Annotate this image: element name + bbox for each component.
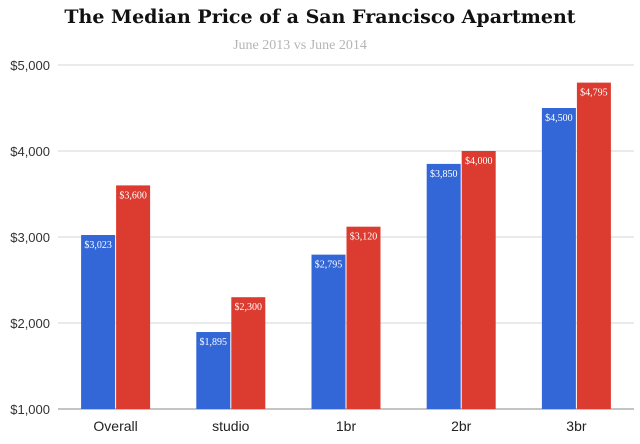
bar-value-label: $3,023 [84, 240, 112, 251]
y-tick-label: $4,000 [10, 144, 50, 159]
bar-value-label: $4,500 [545, 113, 573, 124]
bar-june-2014 [116, 185, 151, 409]
bar-june-2013 [196, 332, 231, 409]
bar-june-2013 [311, 254, 346, 409]
bar-june-2013 [81, 235, 116, 409]
bar-value-label: $4,795 [580, 88, 608, 99]
bar-june-2014 [231, 297, 266, 409]
bar-june-2013 [426, 163, 461, 409]
bar-value-label: $4,000 [465, 156, 493, 167]
x-tick-label: 2br [451, 418, 472, 434]
bar-june-2014 [461, 151, 496, 409]
x-tick-label: 1br [336, 418, 357, 434]
chart-subtitle: June 2013 vs June 2014 [233, 38, 367, 53]
bar-value-label: $3,600 [119, 190, 147, 201]
x-tick-label: 3br [566, 418, 587, 434]
y-tick-label: $1,000 [10, 402, 50, 417]
x-tick-label: Overall [93, 418, 137, 434]
bar-june-2014 [346, 226, 381, 409]
chart-title: The Median Price of a San Francisco Apar… [64, 6, 576, 28]
y-tick-label: $5,000 [10, 58, 50, 73]
bar-value-label: $3,120 [350, 232, 378, 243]
y-tick-label: $3,000 [10, 230, 50, 245]
bar-june-2013 [541, 108, 576, 409]
bar-value-label: $3,850 [430, 169, 458, 180]
bar-value-label: $2,300 [235, 302, 263, 313]
x-tick-label: studio [212, 418, 250, 434]
bar-june-2014 [576, 82, 611, 409]
y-tick-label: $2,000 [10, 316, 50, 331]
bar-value-label: $1,895 [200, 337, 228, 348]
bar-value-label: $2,795 [315, 260, 343, 271]
